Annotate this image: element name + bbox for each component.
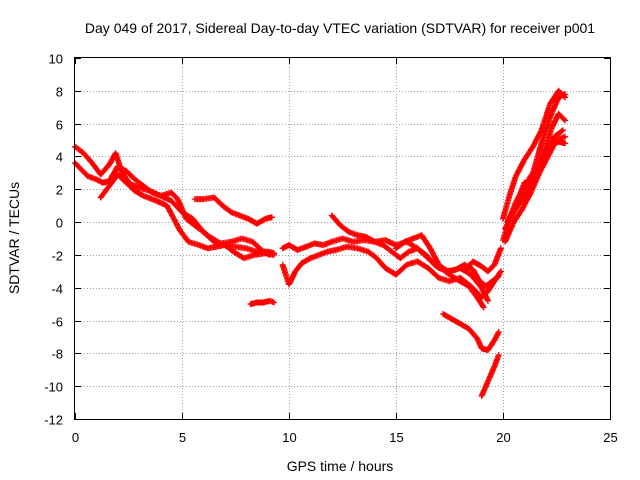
y-tick-label: 4 xyxy=(56,150,63,165)
data-series-track-12 xyxy=(463,245,504,275)
data-point-markers xyxy=(463,245,504,275)
data-series-track-5 xyxy=(247,297,277,308)
x-tick-label: 10 xyxy=(282,430,296,445)
plot-frame xyxy=(74,57,611,420)
y-tick-label: 6 xyxy=(56,118,63,133)
data-series-track-18 xyxy=(542,138,569,153)
data-series-track-10 xyxy=(440,311,502,354)
y-axis-label: SDTVAR / TECUs xyxy=(6,182,22,294)
y-tick-label: 2 xyxy=(56,183,63,198)
data-point-markers xyxy=(191,194,275,227)
data-point-markers xyxy=(542,138,569,153)
y-tick-label: -8 xyxy=(51,347,63,362)
x-tick-label: 20 xyxy=(496,430,510,445)
x-tick-label: 25 xyxy=(603,430,617,445)
x-axis-label: GPS time / hours xyxy=(287,458,394,474)
data-point-markers xyxy=(440,311,502,354)
tick-layer: 0 5 10 15 20 25 -12 -10 -8 -6 -4 -2 0 2 4 6 8 10 xyxy=(44,52,618,446)
y-tick-label: 8 xyxy=(56,85,63,100)
data-series-track-14 xyxy=(500,87,569,222)
data-layer xyxy=(72,87,569,399)
x-tick-label: 15 xyxy=(389,430,403,445)
y-tick-label: -6 xyxy=(51,315,63,330)
grid-layer xyxy=(75,58,610,419)
y-tick-label: -2 xyxy=(51,249,63,264)
data-point-markers xyxy=(97,171,277,262)
data-series-track-4 xyxy=(191,194,275,227)
data-point-markers xyxy=(500,87,569,222)
y-tick-label: 10 xyxy=(49,52,63,67)
chart-title: Day 049 of 2017, Sidereal Day-to-day VTE… xyxy=(85,20,595,36)
y-tick-label: -10 xyxy=(44,380,63,395)
x-tick-label: 5 xyxy=(179,430,186,445)
y-tick-label: 0 xyxy=(56,216,63,231)
data-series-track-11 xyxy=(478,352,502,399)
data-point-markers xyxy=(247,297,277,308)
x-tick-label: 0 xyxy=(72,430,79,445)
data-point-markers xyxy=(478,352,502,399)
y-tick-label: -12 xyxy=(44,413,63,428)
y-tick-label: -4 xyxy=(51,282,63,297)
data-series-track-3 xyxy=(97,171,277,262)
